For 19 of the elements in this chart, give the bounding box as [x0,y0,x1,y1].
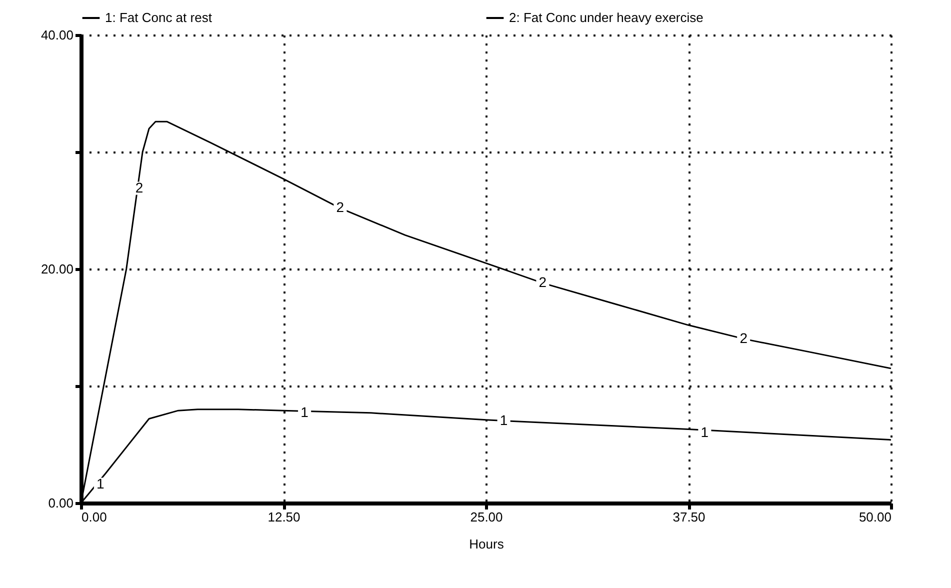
annotation: 1 [96,475,105,492]
annotation: 2 [135,179,144,196]
y-tick-label: 40.00 [40,28,74,42]
x-tick-label: 25.00 [470,510,503,524]
annotation: 1 [500,412,508,428]
legend-label: 2: Fat Conc under heavy exercise [509,10,704,25]
annotation: 1 [300,404,309,420]
annotation: 2 [740,330,748,346]
legend-label: 1: Fat Conc at rest [105,10,212,25]
y-tick-label: 0.00 [48,496,74,510]
annotation: 2 [538,274,547,290]
y-tick-label: 20.00 [40,262,74,276]
annotation: 1 [700,424,709,440]
x-axis-title: Hours [469,536,504,552]
x-tick-label: 50.00 [858,510,892,524]
x-tick-label: 12.50 [268,510,300,524]
annotation: 2 [336,199,344,216]
x-tick-label: 37.50 [672,510,706,524]
x-tick-label: 0.00 [82,510,107,524]
